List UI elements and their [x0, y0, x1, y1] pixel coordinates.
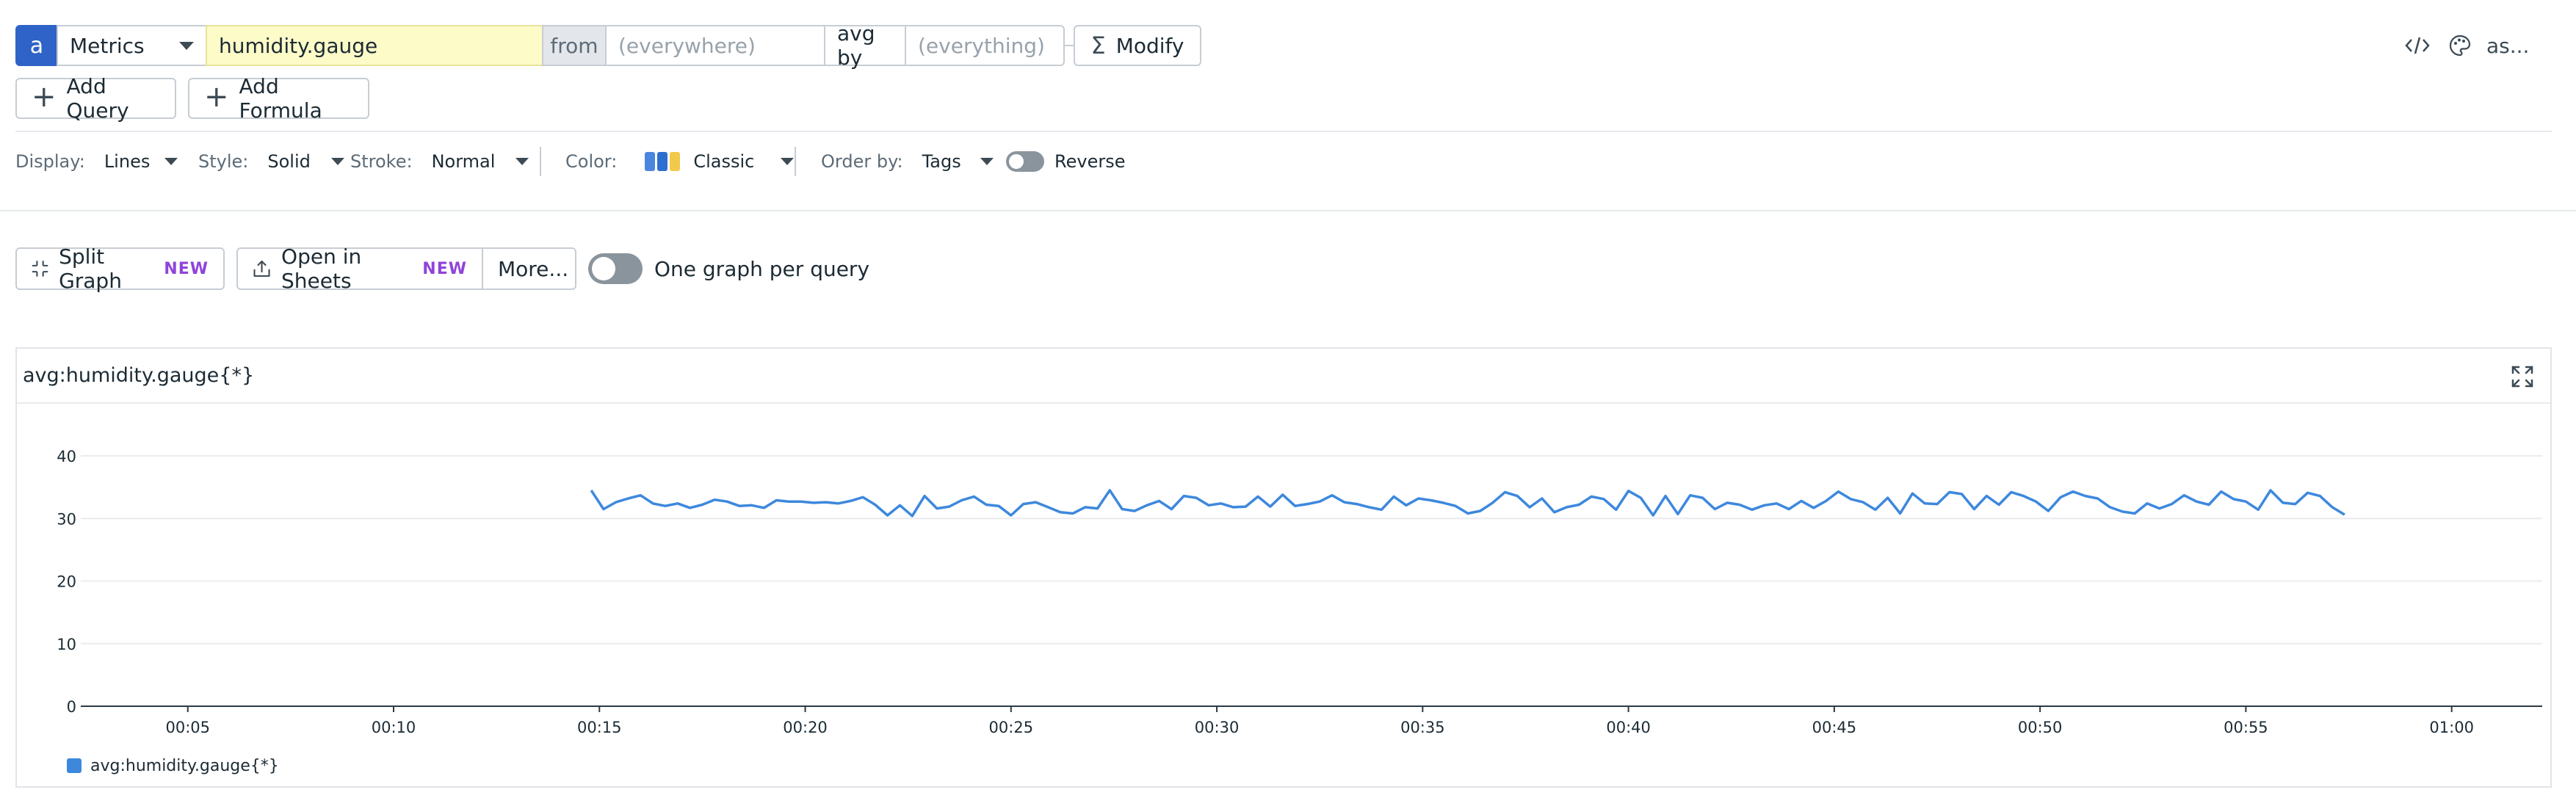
x-tick-label: 00:15: [577, 719, 622, 736]
legend-swatch: [67, 758, 82, 773]
y-tick-label: 10: [57, 636, 76, 653]
x-tick-label: 00:25: [989, 719, 1034, 736]
y-axis-ticks: 0 10 20 30 40: [57, 448, 76, 716]
x-tick-label: 00:45: [1812, 719, 1857, 736]
x-tick-label: 00:10: [372, 719, 416, 736]
y-tick-label: 40: [57, 448, 76, 465]
x-tick-label: 01:00: [2429, 719, 2474, 736]
x-tick-label: 00:50: [2018, 719, 2063, 736]
x-tick-label: 00:30: [1195, 719, 1240, 736]
x-tick-label: 00:55: [2224, 719, 2268, 736]
chart-grid: [81, 456, 2542, 706]
x-tick-label: 00:05: [165, 719, 210, 736]
x-tick-label: 00:40: [1606, 719, 1651, 736]
x-tick-label: 00:20: [783, 719, 828, 736]
x-axis-ticks: 00:05 00:10 00:15 00:20 00:25 00:30 00:35 00:40…: [165, 706, 2473, 736]
x-tick-label: 00:35: [1400, 719, 1445, 736]
y-tick-label: 0: [67, 698, 76, 716]
series-line[interactable]: [591, 490, 2345, 516]
legend-label: avg:humidity.gauge{*}: [90, 757, 279, 775]
y-tick-label: 20: [57, 573, 76, 591]
legend[interactable]: avg:humidity.gauge{*}: [67, 755, 279, 777]
y-tick-label: 30: [57, 510, 76, 528]
